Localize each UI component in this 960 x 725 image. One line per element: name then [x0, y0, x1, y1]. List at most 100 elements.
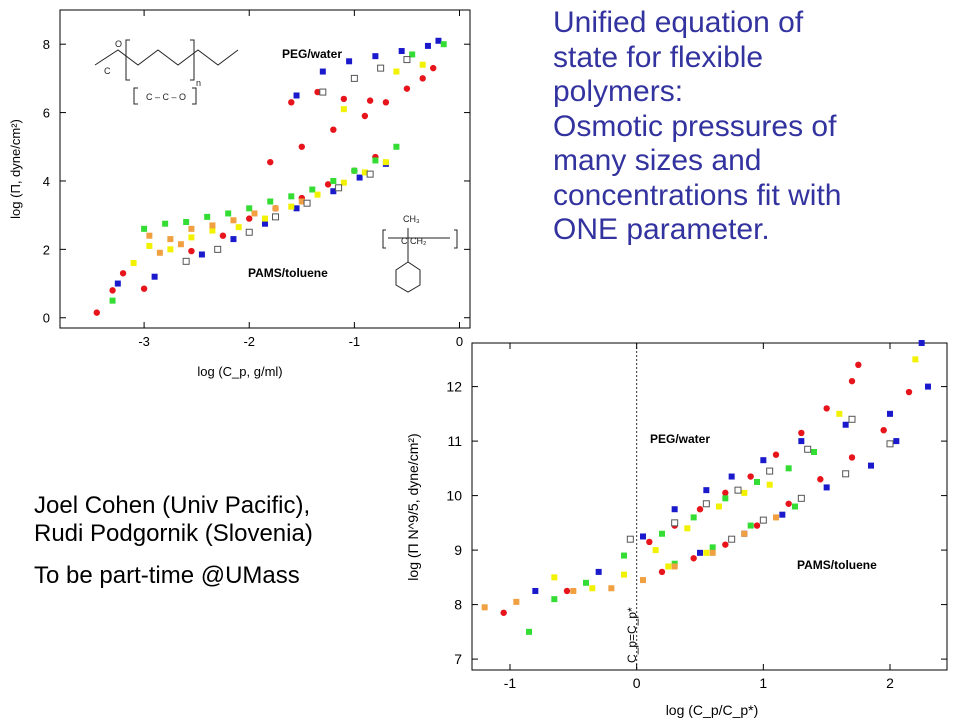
- data-point: [324, 181, 332, 188]
- data-point: [372, 53, 379, 60]
- data-point: [766, 481, 773, 488]
- data-point: [130, 260, 137, 267]
- y-tick-label: 4: [43, 174, 50, 189]
- data-point: [188, 247, 195, 255]
- headline-line: Osmotic pressures of: [553, 109, 837, 143]
- data-point: [162, 220, 169, 227]
- data-point: [886, 440, 894, 448]
- data-point: [773, 514, 779, 521]
- data-point: [167, 246, 174, 253]
- headline-line: state for flexible: [553, 40, 764, 74]
- plot-frame: [59, 9, 471, 329]
- x-tick-label: -2: [243, 334, 255, 349]
- data-point: [298, 143, 305, 150]
- data-point: [563, 587, 571, 595]
- data-point: [868, 462, 874, 469]
- data-point: [918, 340, 925, 346]
- data-point: [146, 242, 153, 249]
- data-point: [141, 225, 148, 232]
- data-point: [848, 454, 856, 461]
- data-point: [177, 241, 184, 248]
- data-point: [340, 179, 347, 186]
- data-point: [146, 232, 153, 239]
- data-point: [608, 585, 615, 592]
- data-point: [658, 568, 666, 576]
- data-point: [621, 552, 627, 559]
- y-tick-label: 8: [43, 37, 50, 52]
- data-point: [848, 415, 856, 423]
- data-point: [167, 236, 174, 243]
- data-point: [361, 112, 369, 120]
- pams-molecule-sketch: [382, 228, 458, 293]
- data-point: [905, 388, 913, 396]
- data-point: [526, 628, 532, 635]
- data-point: [440, 41, 447, 48]
- pams-molecule-labels: CH₃ C CH₂: [401, 214, 427, 246]
- data-point: [403, 85, 411, 92]
- data-point: [314, 191, 321, 198]
- data-point: [267, 198, 274, 205]
- credits: Joel Cohen (Univ Pacific), Rudi Podgorni…: [34, 492, 354, 604]
- data-point: [640, 533, 646, 540]
- data-point: [319, 88, 327, 96]
- data-point: [703, 549, 710, 556]
- data-point: [709, 544, 716, 551]
- data-point: [880, 427, 887, 434]
- data-point: [209, 227, 216, 234]
- data-point: [372, 157, 379, 164]
- data-point: [188, 225, 195, 232]
- credits-authors: Joel Cohen (Univ Pacific), Rudi Podgorni…: [34, 492, 313, 547]
- data-point: [262, 220, 268, 227]
- data-point: [366, 97, 374, 104]
- molecule-label: CH₃: [403, 214, 420, 224]
- y-tick-label: 8: [454, 597, 462, 613]
- data-point: [245, 228, 253, 236]
- data-point: [811, 449, 817, 455]
- molecule-label: n: [196, 78, 201, 88]
- data-point: [785, 500, 792, 507]
- data-point: [626, 535, 634, 543]
- x-axis-label: log (C_p, g/ml): [197, 364, 282, 379]
- data-point: [753, 522, 761, 529]
- data-point: [848, 377, 856, 385]
- data-point: [204, 213, 211, 220]
- data-point: [747, 473, 754, 480]
- peg-molecule-sketch: [94, 39, 239, 105]
- data-point: [219, 232, 227, 239]
- x-tick-label: 0: [456, 334, 463, 349]
- data-point: [361, 169, 368, 176]
- data-point: [293, 205, 300, 212]
- data-point: [198, 251, 205, 258]
- data-point: [182, 257, 190, 265]
- data-point: [346, 58, 353, 65]
- peg-molecule-labels: C O n C – C – O: [104, 39, 201, 102]
- data-point: [741, 489, 748, 496]
- data-point: [646, 538, 653, 546]
- data-point: [722, 489, 729, 497]
- headline: Unified equation of state for flexible p…: [553, 6, 953, 248]
- data-point: [842, 470, 850, 478]
- data-point: [209, 222, 216, 229]
- data-point: [741, 530, 748, 537]
- y-tick-label: 12: [446, 379, 462, 395]
- y-tick-label: 11: [447, 433, 462, 449]
- x-tick-label: -1: [349, 334, 361, 349]
- data-point: [621, 571, 627, 578]
- data-point: [722, 541, 729, 548]
- data-point: [690, 555, 697, 562]
- data-point: [734, 486, 742, 494]
- data-point: [722, 495, 729, 502]
- data-point: [156, 249, 163, 256]
- data-point: [671, 563, 678, 570]
- x-tick-label: 0: [633, 675, 641, 691]
- x-tick-label: 1: [759, 675, 767, 691]
- data-point: [779, 511, 786, 518]
- annotation-pams-toluene: PAMS/toluene: [797, 558, 877, 572]
- data-point: [272, 205, 279, 212]
- data-point: [235, 224, 242, 231]
- headline-line: concentrations fit with: [553, 178, 842, 212]
- x-tick-label: -3: [138, 334, 150, 349]
- y-tick-label: 0: [43, 311, 50, 326]
- data-point: [697, 549, 703, 556]
- data-point: [119, 270, 127, 277]
